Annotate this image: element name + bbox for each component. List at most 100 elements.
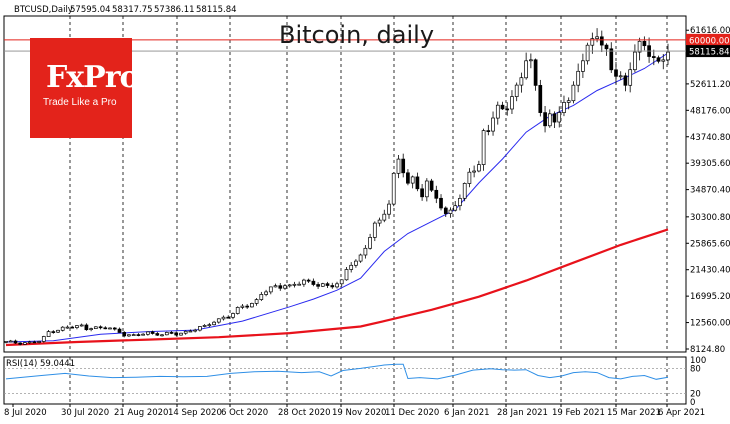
candle-body <box>51 331 56 333</box>
candle-body <box>410 176 415 184</box>
candle-body <box>363 247 368 256</box>
candle-body <box>37 341 41 343</box>
candle-body <box>651 56 656 58</box>
candle-body <box>458 198 462 207</box>
candle-body <box>8 340 13 343</box>
candle-body <box>429 180 434 191</box>
candle-body <box>420 188 424 198</box>
candle-body <box>358 254 363 262</box>
candle-body <box>84 324 89 331</box>
current-price-label-bg <box>686 45 730 58</box>
candle-body <box>500 104 505 110</box>
candle-body <box>164 332 169 336</box>
candle-body <box>335 283 339 288</box>
candle-body <box>354 260 358 266</box>
price-tick-label: 25865.60 <box>690 239 730 249</box>
candle-body <box>486 130 491 132</box>
candle-body <box>155 333 160 336</box>
candle-body <box>75 325 79 328</box>
price-tick-label: 12560.00 <box>690 319 730 329</box>
candle-body <box>481 130 486 165</box>
candle-body <box>306 279 311 282</box>
candle-body <box>56 329 60 333</box>
candle-body <box>179 332 183 336</box>
candle-body <box>316 284 320 287</box>
level-label: 60000.00 <box>689 36 730 46</box>
candle-body <box>505 108 510 111</box>
time-tick-label: 19 Nov 2020 <box>332 408 386 418</box>
candle-body <box>377 219 382 224</box>
candle-body <box>614 69 618 77</box>
candle-body <box>287 284 292 287</box>
candle-body <box>198 326 202 331</box>
rsi-axis-label: 0 <box>690 398 695 408</box>
rsi-axis-label: 80 <box>690 364 701 374</box>
candle-body <box>448 209 453 214</box>
candle-body <box>424 180 429 198</box>
candle-body <box>387 203 391 215</box>
candle-body <box>193 329 197 332</box>
candle-body <box>391 172 396 205</box>
candle-body <box>13 340 18 344</box>
logo-brand: FxPro <box>46 60 140 95</box>
candle-body <box>254 299 259 304</box>
candle-body <box>609 48 614 71</box>
candle-body <box>4 341 8 343</box>
rsi-axis-label: 100 <box>690 356 706 366</box>
candle-body <box>259 294 264 300</box>
candle-body <box>547 113 552 127</box>
candle-body <box>642 40 647 47</box>
candle-body <box>278 285 283 289</box>
candle-body <box>585 44 590 62</box>
candle-body <box>595 36 599 39</box>
candle-body <box>23 342 27 345</box>
candle-body <box>89 328 93 330</box>
candle-body <box>330 285 335 288</box>
candle-body <box>41 336 46 342</box>
candle-body <box>127 334 131 337</box>
candle-body <box>453 205 458 211</box>
candle-body <box>434 189 439 199</box>
candle-body <box>250 303 254 308</box>
ohlc-high: 58317.75 <box>112 5 153 15</box>
time-tick-label: 11 Dec 2020 <box>385 408 439 418</box>
price-tick-label: 34870.40 <box>690 186 730 196</box>
time-tick-label: 8 Jul 2020 <box>4 408 47 418</box>
candle-body <box>320 283 325 287</box>
candle-body <box>656 57 661 62</box>
time-tick-label: 6 Jan 2021 <box>444 408 490 418</box>
candle-body <box>160 334 164 337</box>
ohlc-low: 57386.11 <box>154 5 195 15</box>
candle-body <box>311 280 316 285</box>
candle-body <box>467 171 472 184</box>
price-tick-label: 61616.00 <box>690 26 730 36</box>
candle-body <box>344 269 349 281</box>
candle-body <box>65 326 70 329</box>
candle-body <box>70 326 75 329</box>
price-tick-label: 43740.80 <box>690 133 730 143</box>
candle-body <box>150 331 155 334</box>
candle-body <box>368 237 372 249</box>
current-price-label: 58115.84 <box>689 48 730 58</box>
candle-body <box>108 327 112 330</box>
candle-body <box>401 158 406 174</box>
series-ma200 <box>5 228 669 347</box>
candle-body <box>226 316 231 319</box>
candle-body <box>264 291 268 295</box>
candle-body <box>557 112 562 123</box>
candle-body <box>349 264 354 270</box>
logo-tagline: Trade Like a Pro <box>43 97 117 108</box>
candle-body <box>571 84 576 102</box>
main-price-panel <box>3 15 687 353</box>
candle-body <box>240 305 245 308</box>
candle-body <box>302 279 306 285</box>
level-label-bg <box>686 33 730 46</box>
candle-body <box>93 326 98 329</box>
rsi-axis-label: 20 <box>690 390 701 400</box>
candle-body <box>510 96 514 110</box>
rsi-border <box>3 356 687 405</box>
candle-body <box>297 283 302 286</box>
candle-body <box>216 318 221 323</box>
time-tick-label: 28 Jan 2021 <box>497 408 548 418</box>
